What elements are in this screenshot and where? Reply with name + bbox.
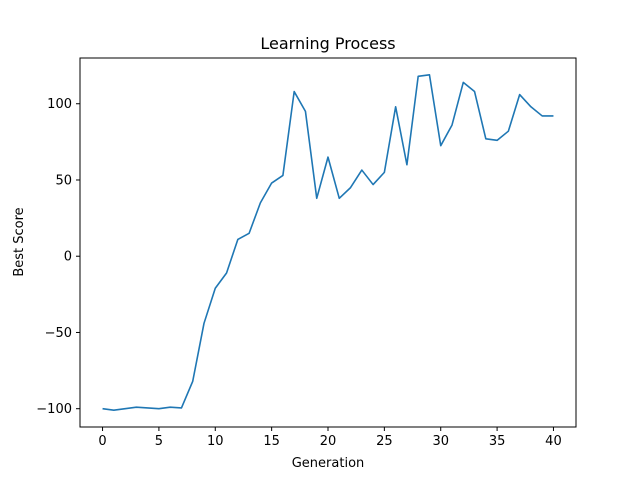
- series-line: [102, 73, 554, 412]
- y-tick-label: −50: [45, 326, 72, 341]
- x-tick-label: 30: [432, 434, 449, 449]
- x-tick-label: 0: [98, 434, 106, 449]
- y-tick-label: 50: [55, 173, 72, 188]
- x-tick-label: 5: [155, 434, 163, 449]
- x-tick-label: 15: [263, 434, 280, 449]
- y-axis: −100 −50 0 50 100: [36, 97, 80, 417]
- y-axis-label: Best Score: [12, 207, 27, 276]
- x-axis-label: Generation: [292, 456, 365, 471]
- plot-frame: [79, 57, 577, 428]
- y-tick-label: 100: [47, 97, 72, 112]
- series-layer: [102, 73, 554, 412]
- x-axis: 0 5 10 15 20 25 30 35 40: [98, 427, 562, 449]
- x-tick-label: 40: [545, 434, 562, 449]
- y-tick-label: 0: [64, 250, 72, 265]
- x-tick-label: 35: [489, 434, 506, 449]
- x-tick-label: 10: [207, 434, 224, 449]
- x-tick-label: 20: [320, 434, 337, 449]
- y-tick-label: −100: [36, 402, 72, 417]
- x-tick-label: 25: [376, 434, 393, 449]
- chart-title: Learning Process: [260, 34, 395, 53]
